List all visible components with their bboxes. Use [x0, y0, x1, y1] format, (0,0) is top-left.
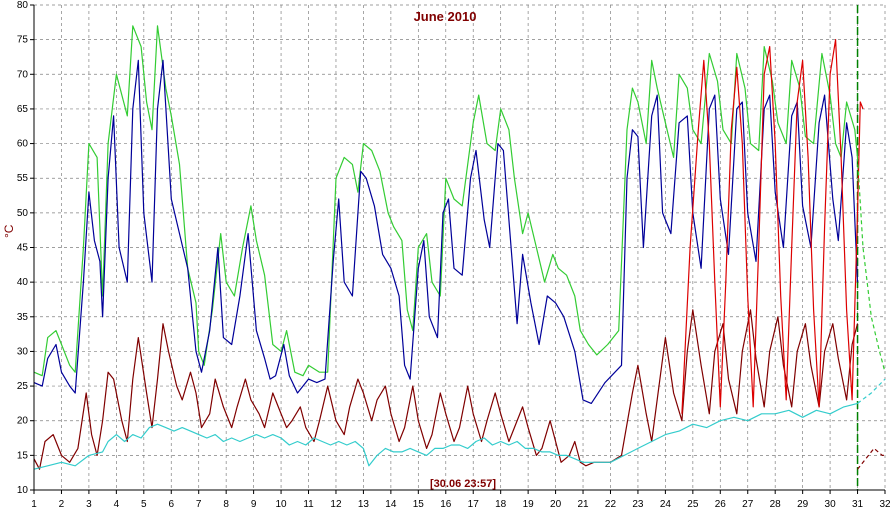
- y-tick-label: 70: [17, 69, 29, 80]
- series-line-darkred: [33, 309, 859, 470]
- y-tick-label: 10: [17, 485, 29, 496]
- x-tick-label: 19: [523, 499, 535, 510]
- x-tick-label: 7: [196, 499, 202, 510]
- series-line-cyan-forecast: [857, 378, 886, 404]
- x-tick-label: 8: [223, 499, 229, 510]
- y-axis-label: °C: [2, 224, 16, 238]
- series-line-blue: [33, 59, 859, 404]
- x-tick-label: 22: [605, 499, 617, 510]
- y-tick-label: 15: [17, 450, 29, 461]
- x-tick-label: 4: [114, 499, 120, 510]
- timestamp-label: [30.06 23:57]: [430, 478, 497, 490]
- series-line-green: [33, 25, 859, 377]
- y-tick-label: 50: [17, 208, 29, 219]
- x-tick-label: 16: [440, 499, 452, 510]
- x-tick-label: 23: [632, 499, 644, 510]
- x-tick-label: 24: [660, 499, 672, 510]
- series-line-red: [681, 38, 864, 414]
- x-tick-label: 20: [550, 499, 562, 510]
- x-tick-label: 9: [251, 499, 257, 510]
- y-tick-label: 65: [17, 104, 29, 115]
- x-tick-label: 26: [715, 499, 727, 510]
- x-tick-label: 18: [495, 499, 507, 510]
- x-tick-label: 1: [31, 499, 37, 510]
- x-tick-label: 31: [852, 499, 864, 510]
- x-tick-label: 5: [141, 499, 147, 510]
- x-tick-label: 32: [879, 499, 890, 510]
- axes: 1 2 3 4 5 6 7 8 9 10 11 12 13 14 15 16 17 18 19 20 21 22 23 24 2…: [17, 0, 890, 510]
- x-tick-label: 15: [413, 499, 425, 510]
- y-tick-label: 45: [17, 243, 29, 254]
- x-tick-label: 6: [168, 499, 174, 510]
- series-group: [33, 25, 886, 470]
- x-tick-label: 28: [770, 499, 782, 510]
- y-tick-label: 55: [17, 173, 29, 184]
- x-tick-label: 2: [59, 499, 65, 510]
- x-tick-label: 12: [330, 499, 342, 510]
- x-tick-label: 25: [687, 499, 699, 510]
- x-tick-label: 11: [303, 499, 314, 510]
- y-tick-label: 80: [17, 0, 29, 11]
- x-tick-label: 30: [825, 499, 837, 510]
- y-tick-label: 30: [17, 346, 29, 357]
- chart-title: June 2010: [413, 9, 477, 24]
- x-tick-label: 29: [797, 499, 809, 510]
- y-tick-label: 20: [17, 416, 29, 427]
- x-tick-label: 21: [577, 499, 589, 510]
- x-tick-label: 10: [276, 499, 288, 510]
- x-tick-label: 14: [385, 499, 397, 510]
- x-tick-label: 3: [86, 499, 92, 510]
- y-tick-label: 60: [17, 139, 29, 150]
- series-line-darkred-forecast: [857, 447, 885, 470]
- x-tick-label: 27: [742, 499, 754, 510]
- series-line-cyan: [33, 402, 858, 470]
- y-tick-label: 75: [17, 35, 29, 46]
- x-tick-label: 17: [468, 499, 480, 510]
- y-tick-label: 25: [17, 381, 29, 392]
- x-tick-label: 13: [358, 499, 370, 510]
- y-tick-label: 40: [17, 277, 29, 288]
- y-tick-label: 35: [17, 312, 29, 323]
- grid: [34, 4, 886, 490]
